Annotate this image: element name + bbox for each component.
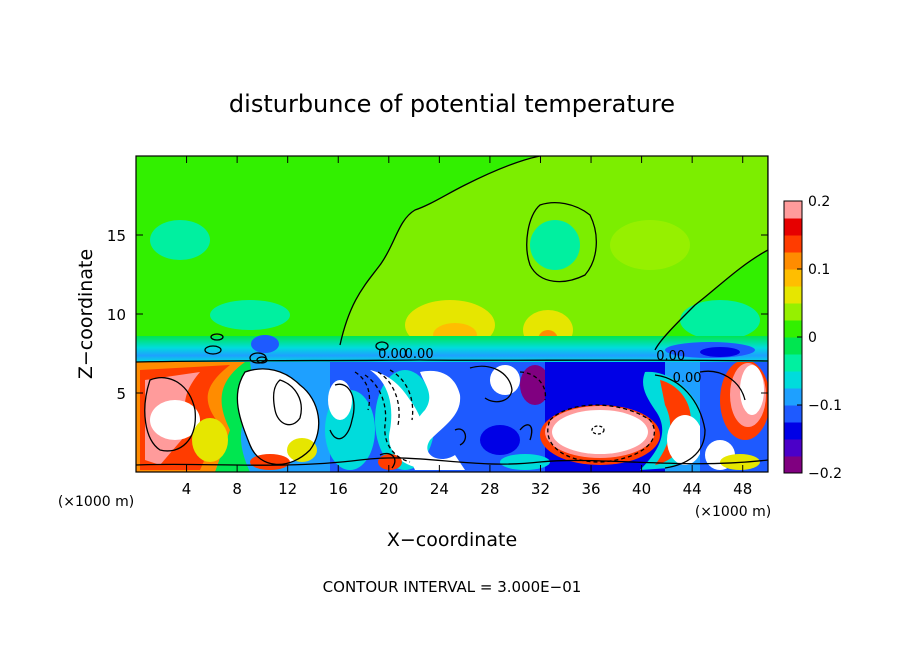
contour-small-1 [591,425,605,435]
cool-patch-4 [680,300,760,340]
contour-lower-3 [547,404,656,463]
contour-value-label: 0.00 [673,371,702,386]
x-tick-label: 8 [232,480,242,498]
x-tick-label: 16 [329,480,348,498]
colorbar-swatch [784,320,802,338]
contour-lower-2 [273,379,302,426]
colorbar-swatch [784,456,802,474]
x-tick-label: 28 [480,480,499,498]
colorbar-swatch [784,388,802,406]
contour-lower-9 [519,424,533,441]
x-tick-label: 48 [733,480,752,498]
contour-lower-dashed-4 [354,371,371,411]
y-tick-label: 15 [107,227,126,245]
colorbar-swatch [784,201,802,219]
colorbar-tick-label: −0.2 [808,466,842,482]
x-axis-label: X−coordinate [387,529,517,551]
y-axis: 5 10 15 [107,227,768,403]
stable-layer-band [136,336,768,362]
cool-patch-2 [210,300,290,330]
contour-lower-4 [654,374,706,469]
blue-streak-1 [251,335,279,353]
x-tick-label: 20 [379,480,398,498]
colorbar-swatch [784,235,802,253]
x-tick-label: 24 [430,480,449,498]
contour-stable-interface [136,359,768,363]
contour-lower-5 [144,377,196,452]
colorbar-swatch [784,286,802,304]
contour-lower-8 [699,370,746,401]
x-tick-label: 40 [632,480,651,498]
y-tick-label: 10 [107,306,126,324]
contour-interval-note: CONTOUR INTERVAL = 3.000E−01 [323,578,582,596]
contour-value-label: 0.00 [656,349,685,364]
contour-lower-dashed-5 [519,371,547,401]
contour-small-5 [204,345,222,355]
contour-lower-6 [329,383,355,440]
colorbar-swatch [784,252,802,270]
colorbar-swatch [784,439,802,457]
contour-value-label: 0.00 [405,347,434,362]
contour-small-3 [256,356,268,364]
warm-core-5 [610,220,690,270]
x-axis-unit-left: (×1000 m) [58,494,134,510]
contour-lower-7 [469,365,513,403]
cool-patch-3 [530,220,580,270]
chart-title: disturbunce of potential temperature [229,90,675,118]
colorbar-swatch [784,218,802,236]
heatmap-field: 0.000.00 0.000.00 [136,156,768,472]
colorbar-swatch [784,337,802,355]
contour-zero-upper [339,156,541,346]
colorbar-swatch [784,303,802,321]
colorbar-tick-label: 0 [808,330,817,346]
contour-small-6 [210,333,224,341]
colorbar-swatch [784,371,802,389]
contour-lower-dashed-1 [364,374,411,463]
colorbar-swatch [784,354,802,372]
x-tick-label: 36 [581,480,600,498]
x-axis: 4 8 12 16 20 24 28 32 36 40 44 48 [182,156,752,498]
cool-patch-1 [150,220,210,260]
contour-small-4 [375,341,389,351]
contour-lower-dashed-3 [389,369,414,421]
contour-value-label: 0.00 [378,347,407,362]
contour-lower-dashed-2 [377,371,400,426]
x-tick-label: 12 [278,480,297,498]
contour-closed-loop [526,202,597,283]
lower-turbulent-layer [136,362,768,472]
contour-labels: 0.000.00 0.000.00 [378,347,701,386]
x-tick-label: 4 [182,480,192,498]
colorbar-tick-label: 0.1 [808,262,830,278]
contour-zero-upper-right [654,156,768,351]
colorbar-swatch [784,405,802,423]
colorbar-tick-label: 0.2 [808,194,830,210]
contour-lower-11 [379,452,396,469]
colorbar: 0.2 0.1 0 −0.1 −0.2 [783,194,842,482]
contour-lower-10 [454,428,467,446]
x-tick-label: 44 [683,480,702,498]
x-tick-label: 32 [531,480,550,498]
colorbar-swatch [784,422,802,440]
colorbar-tick-label: −0.1 [808,398,842,414]
blue-streak-3 [700,347,740,357]
x-axis-unit-right: (×1000 m) [695,504,771,520]
colorbar-swatch [784,269,802,287]
y-axis-label: Z−coordinate [75,249,97,379]
contour-lower-1 [236,368,320,466]
y-tick-label: 5 [116,385,126,403]
